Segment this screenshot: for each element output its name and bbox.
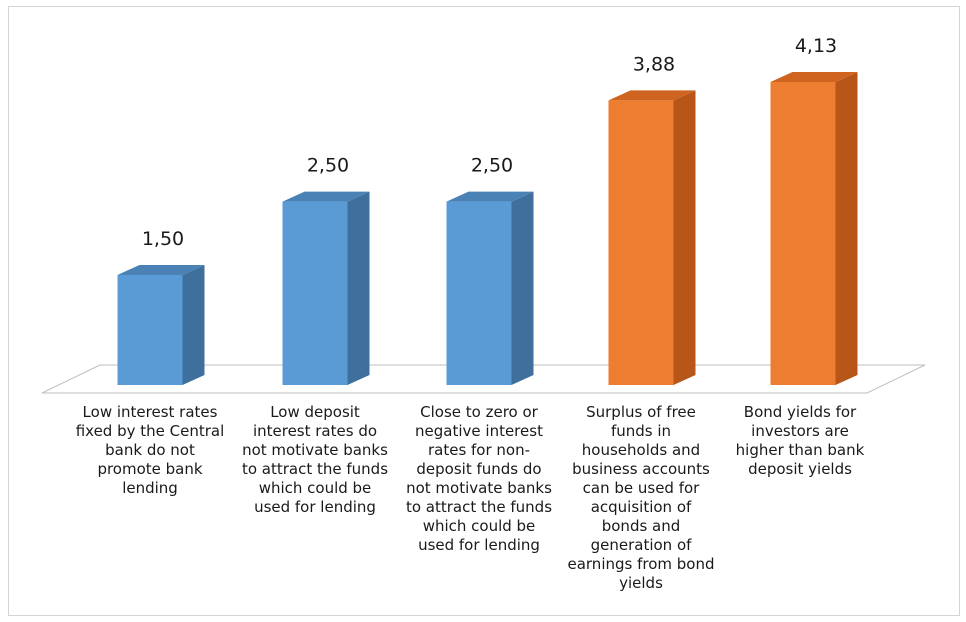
bar-side-3 — [511, 191, 534, 385]
bar-1 — [117, 274, 183, 385]
bar-top-3 — [446, 191, 534, 202]
category-label-3: Close to zero or negative interest rates… — [405, 403, 553, 554]
data-label-2: 2,50 — [307, 155, 349, 177]
bar-4 — [608, 100, 674, 386]
category-label-1: Low interest rates fixed by the Central … — [75, 403, 225, 497]
bar-3 — [446, 201, 512, 385]
bar-5 — [770, 82, 836, 385]
category-label-4: Surplus of free funds in households and … — [567, 403, 715, 592]
category-label-5: Bond yields for investors are higher tha… — [735, 403, 865, 478]
bar-top-5 — [770, 72, 858, 82]
bar-side-1 — [182, 264, 205, 385]
bar-top-2 — [282, 191, 370, 202]
bar-2 — [282, 201, 348, 385]
data-label-3: 2,50 — [471, 155, 513, 177]
bar-top-4 — [608, 90, 696, 101]
bar-side-2 — [347, 191, 370, 385]
category-label-2: Low deposit interest rates do not motiva… — [241, 403, 389, 516]
bar-side-4 — [673, 90, 696, 386]
bar-top-1 — [117, 264, 205, 275]
data-label-1: 1,50 — [142, 228, 184, 250]
data-label-5: 4,13 — [795, 35, 837, 57]
data-label-4: 3,88 — [633, 53, 675, 75]
bar-side-5 — [835, 72, 858, 385]
